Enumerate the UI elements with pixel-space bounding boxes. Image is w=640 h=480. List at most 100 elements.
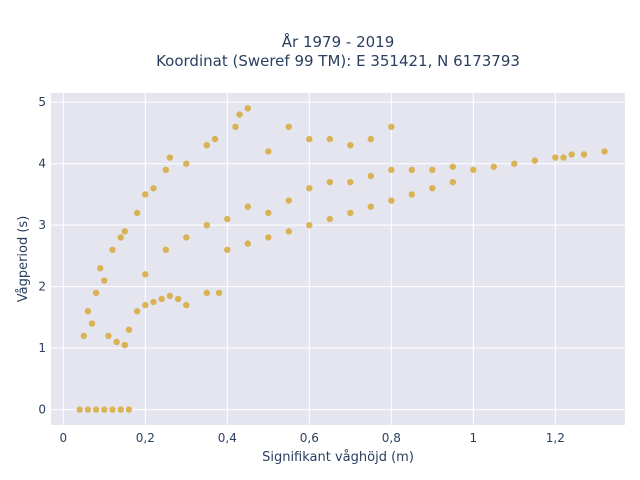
data-point bbox=[109, 246, 116, 253]
x-tick-labels: 0 0,2 0,4 0,6 0,8 1 1,2 bbox=[59, 431, 564, 445]
data-point bbox=[601, 148, 608, 155]
data-point bbox=[244, 240, 251, 247]
data-point bbox=[203, 221, 210, 229]
data-point bbox=[133, 308, 141, 315]
data-point bbox=[388, 197, 395, 204]
chart-subtitle: Koordinat (Sweref 99 TM): E 351421, N 61… bbox=[156, 52, 520, 70]
x-tick-label: 0,2 bbox=[136, 431, 155, 445]
data-point bbox=[84, 308, 92, 315]
data-point bbox=[347, 178, 354, 186]
data-point bbox=[531, 157, 538, 164]
data-point bbox=[101, 277, 108, 284]
data-point bbox=[133, 209, 141, 217]
x-tick-label: 0,4 bbox=[218, 431, 237, 445]
data-point bbox=[150, 185, 157, 192]
data-point bbox=[121, 228, 128, 235]
data-points bbox=[76, 105, 608, 413]
data-point bbox=[203, 142, 210, 149]
data-point bbox=[92, 406, 100, 413]
data-point bbox=[244, 105, 251, 112]
data-point bbox=[285, 197, 292, 204]
data-point bbox=[244, 203, 251, 210]
data-point bbox=[76, 406, 83, 413]
data-point bbox=[552, 154, 559, 161]
data-point bbox=[183, 160, 190, 167]
x-tick-label: 1,2 bbox=[546, 431, 565, 445]
data-point bbox=[429, 166, 436, 174]
data-point bbox=[162, 246, 169, 253]
data-point bbox=[326, 178, 333, 186]
plot-area bbox=[51, 93, 625, 425]
data-point bbox=[84, 406, 92, 413]
y-tick-label: 5 bbox=[38, 95, 46, 109]
data-point bbox=[449, 163, 456, 170]
data-point bbox=[174, 295, 182, 303]
y-tick-label: 0 bbox=[38, 403, 46, 417]
data-point bbox=[306, 185, 313, 192]
y-tick-label: 4 bbox=[38, 157, 46, 171]
data-point bbox=[285, 228, 292, 235]
data-point bbox=[265, 234, 272, 241]
data-point bbox=[326, 215, 333, 223]
data-point bbox=[142, 191, 149, 198]
data-point bbox=[347, 142, 354, 149]
data-point bbox=[142, 271, 149, 278]
data-point bbox=[105, 332, 112, 340]
data-point bbox=[388, 123, 395, 131]
data-point bbox=[125, 326, 133, 333]
data-point bbox=[367, 172, 374, 180]
data-point bbox=[408, 191, 415, 198]
gridlines bbox=[51, 93, 625, 425]
data-point bbox=[150, 298, 157, 306]
data-point bbox=[92, 289, 100, 297]
data-point bbox=[470, 166, 477, 174]
data-point bbox=[449, 178, 456, 186]
data-point bbox=[211, 135, 219, 143]
data-point bbox=[408, 166, 415, 174]
data-point bbox=[511, 160, 518, 167]
x-axis-title: Signifikant våghöjd (m) bbox=[262, 450, 414, 465]
data-point bbox=[125, 406, 133, 413]
data-point bbox=[162, 166, 169, 174]
data-point bbox=[265, 148, 272, 155]
data-point bbox=[347, 209, 354, 217]
data-point bbox=[490, 163, 497, 170]
data-point bbox=[166, 292, 174, 300]
data-point bbox=[580, 151, 588, 158]
x-tick-label: 0,8 bbox=[382, 431, 401, 445]
data-point bbox=[232, 123, 239, 131]
data-point bbox=[265, 209, 272, 217]
data-point bbox=[367, 203, 374, 210]
data-point bbox=[306, 221, 313, 229]
data-point bbox=[101, 406, 108, 413]
x-tick-label: 0,6 bbox=[300, 431, 319, 445]
data-point bbox=[224, 215, 231, 223]
data-point bbox=[109, 406, 116, 413]
data-point bbox=[203, 289, 210, 297]
data-point bbox=[158, 295, 165, 303]
data-point bbox=[236, 111, 243, 118]
y-tick-label: 2 bbox=[38, 280, 46, 294]
data-point bbox=[117, 406, 124, 413]
data-point bbox=[224, 246, 231, 253]
y-tick-label: 3 bbox=[38, 218, 46, 232]
data-point bbox=[121, 341, 128, 349]
data-point bbox=[142, 301, 149, 309]
x-tick-label: 0 bbox=[59, 431, 67, 445]
data-point bbox=[97, 265, 104, 272]
y-axis-title: Vågperiod (s) bbox=[16, 216, 31, 303]
y-tick-label: 1 bbox=[38, 341, 46, 355]
data-point bbox=[183, 234, 190, 241]
data-point bbox=[367, 135, 374, 143]
data-point bbox=[80, 332, 88, 340]
data-point bbox=[113, 338, 120, 346]
data-point bbox=[183, 301, 190, 309]
y-tick-labels: 0 1 2 3 4 5 bbox=[38, 95, 46, 416]
data-point bbox=[560, 154, 567, 161]
data-point bbox=[429, 185, 436, 192]
chart-title: År 1979 - 2019 bbox=[282, 32, 395, 51]
data-point bbox=[568, 151, 575, 158]
x-tick-label: 1 bbox=[469, 431, 477, 445]
